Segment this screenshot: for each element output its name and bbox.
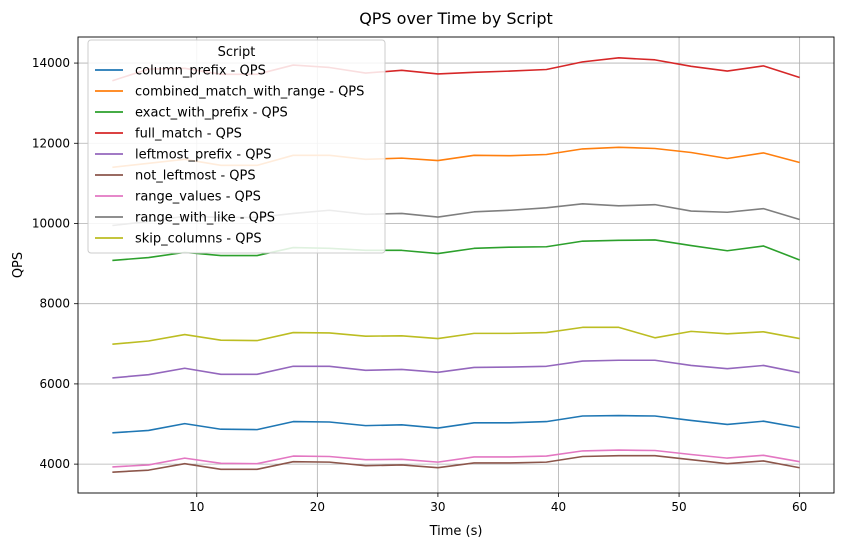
x-axis-label: Time (s) xyxy=(429,524,483,539)
legend-label: leftmost_prefix - QPS xyxy=(135,148,272,163)
x-tick-label: 30 xyxy=(430,500,445,514)
plot-frame xyxy=(77,36,835,494)
axis-ticks: 10 20 30 40 50 60 4000 6000 8000 10000 12000 14000 xyxy=(32,56,807,514)
grid xyxy=(78,37,834,493)
y-tick-label: 4000 xyxy=(39,457,70,471)
y-tick-label: 6000 xyxy=(39,377,70,391)
series-line-0 xyxy=(112,414,800,434)
series-line-4 xyxy=(112,359,800,379)
legend-label: combined_match_with_range - QPS xyxy=(135,85,364,100)
y-axis-label: QPS xyxy=(11,252,26,278)
legend-box xyxy=(87,39,386,254)
legend-label: full_match - QPS xyxy=(135,127,242,142)
legend: Script column_prefix - QPS combined_match… xyxy=(87,39,386,254)
series-line-2 xyxy=(112,239,800,262)
chart-title: QPS over Time by Script xyxy=(359,9,553,28)
legend-label: column_prefix - QPS xyxy=(135,64,266,79)
series-line-5 xyxy=(112,454,800,473)
legend-label: range_with_like - QPS xyxy=(135,211,275,226)
x-tick-label: 50 xyxy=(671,500,686,514)
series-line-6 xyxy=(112,449,800,468)
legend-label: skip_columns - QPS xyxy=(135,232,262,247)
x-tick-label: 40 xyxy=(551,500,566,514)
x-tick-label: 10 xyxy=(189,500,204,514)
y-tick-label: 8000 xyxy=(39,297,70,311)
x-tick-label: 60 xyxy=(792,500,807,514)
legend-label: not_leftmost - QPS xyxy=(135,169,256,184)
y-tick-label: 12000 xyxy=(32,136,70,150)
legend-title: Script xyxy=(218,45,256,60)
legend-label: range_values - QPS xyxy=(135,190,261,205)
x-tick-label: 20 xyxy=(310,500,325,514)
series-line-8 xyxy=(112,326,800,346)
y-tick-label: 10000 xyxy=(32,216,70,230)
y-tick-label: 14000 xyxy=(32,56,70,70)
legend-label: exact_with_prefix - QPS xyxy=(135,106,288,121)
